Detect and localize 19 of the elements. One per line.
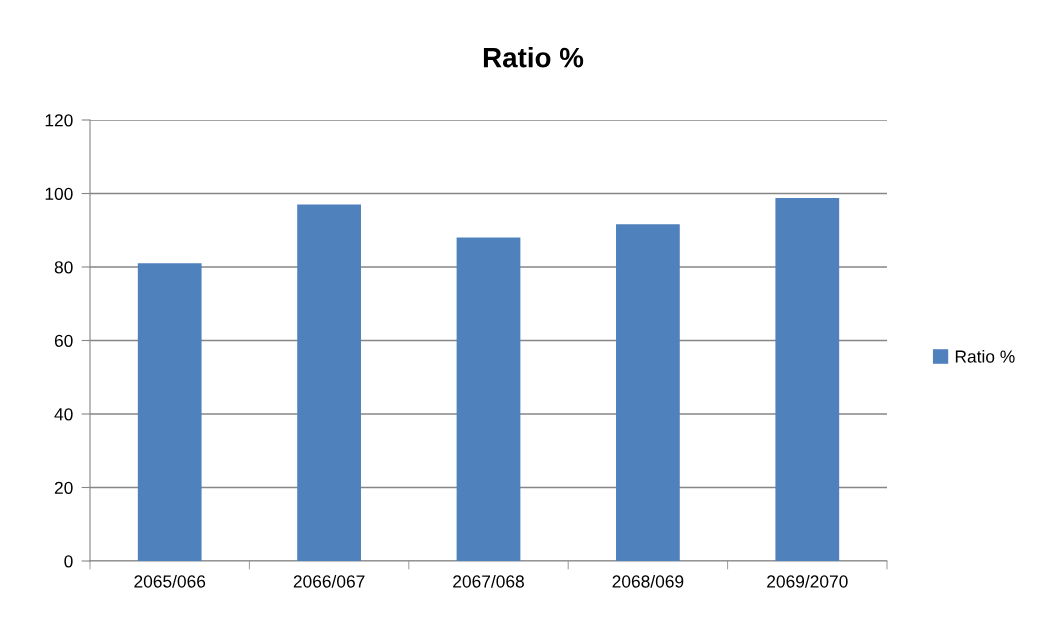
y-tick-label: 40 <box>54 408 73 421</box>
bar <box>297 204 361 561</box>
chart-title: Ratio % <box>483 47 584 68</box>
bar <box>616 224 680 561</box>
bar <box>775 197 840 561</box>
y-tick-label: 80 <box>54 261 73 274</box>
y-tick-label: 120 <box>45 114 73 127</box>
x-tick-label: 2068/069 <box>612 574 684 588</box>
y-tick-label: 0 <box>64 555 73 568</box>
x-tick-label: 2066/067 <box>293 574 365 588</box>
bar <box>456 237 521 561</box>
bar <box>137 263 202 561</box>
y-tick-label: 100 <box>45 187 73 200</box>
legend-label: Ratio % <box>955 349 1015 363</box>
x-tick-label: 2069/2070 <box>767 574 848 588</box>
y-tick-label: 60 <box>54 334 73 347</box>
x-tick-label: 2065/066 <box>134 574 206 588</box>
x-tick-label: 2067/068 <box>453 574 524 588</box>
y-tick-label: 20 <box>54 481 73 494</box>
